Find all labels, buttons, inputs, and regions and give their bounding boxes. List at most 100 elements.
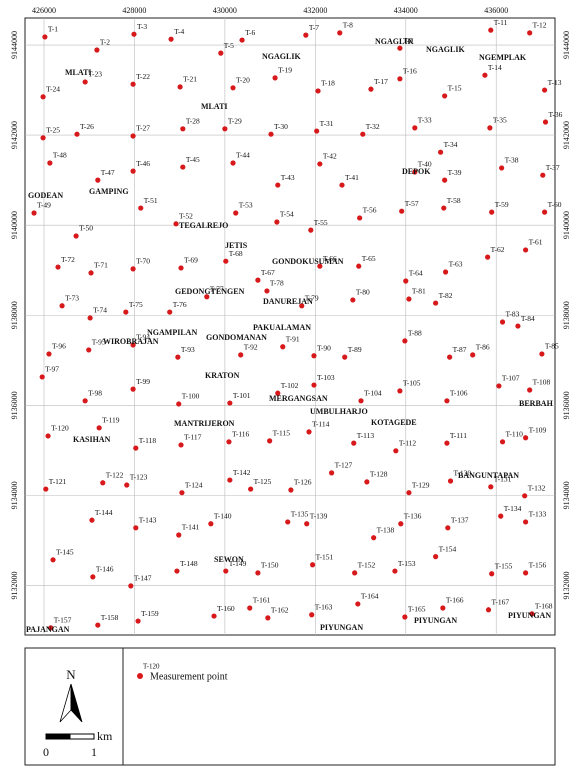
place-name: NGEMPLAK: [479, 53, 527, 62]
measurement-point: [227, 477, 233, 483]
grid: [25, 18, 555, 635]
measurement-point: [227, 400, 233, 406]
measurement-point: [230, 160, 236, 166]
point-label: T-149: [229, 559, 247, 568]
measurement-point: [523, 247, 529, 253]
point-label: T-56: [363, 206, 377, 215]
point-label: T-142: [233, 468, 251, 477]
y-tick-label: 9136000: [10, 391, 19, 419]
measurement-point: [211, 613, 217, 619]
measurement-point: [264, 288, 270, 294]
point-label: T-20: [236, 76, 250, 85]
point-label: T-140: [214, 511, 232, 520]
measurement-point: [88, 270, 94, 276]
measurement-point: [89, 517, 95, 523]
point-label: T-75: [129, 300, 143, 309]
y-tick-label: 9132000: [562, 571, 571, 599]
measurement-point: [124, 482, 130, 488]
measurement-point: [368, 86, 374, 92]
north-arrow-right: [70, 683, 83, 723]
place-name: UMBULHARJO: [310, 407, 368, 416]
y-tick-label: 9132000: [10, 571, 19, 599]
point-label: T-137: [451, 516, 469, 525]
point-label: T-32: [366, 122, 380, 131]
point-label: T-93: [181, 345, 195, 354]
point-label: T-111: [450, 431, 467, 440]
measurement-point: [280, 344, 286, 350]
measurement-point: [90, 574, 96, 580]
measurement-point: [523, 570, 529, 576]
place-name: GONDOMANAN: [206, 333, 267, 342]
measurement-point: [47, 160, 53, 166]
measurement-point: [527, 387, 533, 393]
point-label: T-43: [281, 173, 295, 182]
measurement-point: [268, 131, 274, 137]
point-label: T-151: [316, 552, 334, 561]
point-label: T-96: [52, 342, 66, 351]
measurement-point: [542, 119, 549, 125]
measurement-point: [86, 347, 92, 353]
point-label: T-79: [305, 294, 319, 303]
measurement-point: [248, 486, 254, 492]
measurement-point: [265, 615, 271, 621]
measurement-point: [412, 169, 418, 175]
point-label: T-62: [491, 245, 505, 254]
point-label: T-68: [229, 249, 243, 258]
measurement-point: [100, 480, 106, 486]
point-label: T-53: [239, 201, 253, 210]
point-label: T-153: [398, 559, 416, 568]
point-label: T-4: [174, 27, 184, 36]
measurement-point: [522, 493, 528, 499]
place-name: JETIS: [225, 241, 248, 250]
place-name: NGAGLIK: [262, 52, 301, 61]
measurement-point: [233, 210, 239, 216]
measurement-point: [178, 265, 184, 271]
measurement-point: [523, 519, 529, 525]
measurement-point: [174, 568, 180, 574]
measurement-point: [46, 351, 52, 357]
measurement-point: [43, 486, 49, 492]
measurement-point: [540, 172, 546, 178]
point-label: T-29: [228, 117, 242, 126]
measurement-point: [223, 568, 229, 574]
measurement-point: [403, 278, 409, 284]
measurement-point: [398, 521, 404, 527]
place-name: MLATI: [201, 102, 228, 111]
point-label: T-124: [185, 480, 203, 489]
point-label: T-50: [79, 224, 93, 233]
point-label: T-103: [317, 373, 335, 382]
scale-tick-label: 0: [43, 745, 49, 759]
point-label: T-5: [224, 41, 234, 50]
point-label: T-133: [529, 510, 547, 519]
measurement-point: [138, 205, 144, 211]
measurement-point: [55, 264, 61, 270]
point-label: T-113: [357, 431, 375, 440]
measurement-point: [355, 601, 361, 607]
point-label: T-94: [136, 333, 150, 342]
point-label: T-30: [274, 122, 288, 131]
point-label: T-37: [546, 163, 560, 172]
point-label: T-48: [53, 151, 67, 160]
point-label: T-86: [476, 343, 490, 352]
point-label: T-84: [521, 314, 535, 323]
point-label: T-58: [447, 196, 461, 205]
measurement-point: [485, 254, 491, 260]
point-label: T-2: [100, 38, 110, 47]
point-label: T-95: [92, 338, 106, 347]
measurement-point: [304, 521, 310, 527]
measurement-point: [397, 45, 403, 51]
point-label: T-11: [494, 18, 508, 27]
point-label: T-160: [217, 604, 235, 613]
point-label: T-83: [506, 310, 520, 319]
measurement-point: [529, 611, 535, 617]
y-tick-label: 9142000: [10, 121, 19, 149]
place-name: KOTAGEDE: [371, 418, 417, 427]
measurement-point: [74, 131, 80, 137]
point-label: T-147: [134, 574, 152, 583]
measurement-point: [470, 352, 476, 358]
measurement-point: [204, 294, 210, 300]
place-name: MERGANGSAN: [269, 394, 328, 403]
point-label: T-63: [449, 260, 463, 269]
measurement-point: [397, 76, 403, 82]
point-label: T-21: [183, 75, 197, 84]
